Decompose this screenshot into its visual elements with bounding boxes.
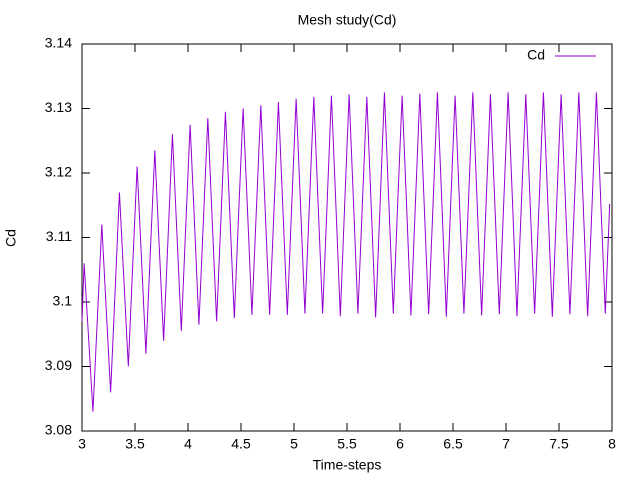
y-tick-label: 3.08 — [45, 422, 72, 438]
y-tick-label: 3.12 — [45, 164, 72, 180]
y-axis-label: Cd — [3, 229, 19, 247]
x-tick-label: 3 — [78, 436, 86, 452]
y-tick-label: 3.11 — [46, 228, 72, 244]
x-tick-label: 3.5 — [125, 436, 145, 452]
x-tick-label: 4 — [184, 436, 192, 452]
data-line — [81, 92, 611, 412]
x-axis-label: Time-steps — [313, 457, 382, 473]
x-tick-label: 6 — [396, 436, 404, 452]
plot-border — [81, 43, 613, 432]
chart-title: Mesh study(Cd) — [298, 12, 397, 28]
x-tick-label: 5.5 — [337, 436, 357, 452]
x-tick-label: 8 — [608, 436, 616, 452]
x-tick-label: 5 — [290, 436, 298, 452]
y-tick-label: 3.1 — [53, 293, 73, 309]
x-tick-label: 7 — [502, 436, 510, 452]
legend-label: Cd — [527, 47, 545, 63]
y-tick-label: 3.14 — [45, 35, 72, 51]
y-tick-label: 3.09 — [45, 357, 72, 373]
x-tick-label: 7.5 — [549, 436, 569, 452]
x-tick-label: 6.5 — [443, 436, 463, 452]
y-tick-label: 3.13 — [45, 99, 72, 115]
x-tick-label: 4.5 — [231, 436, 251, 452]
